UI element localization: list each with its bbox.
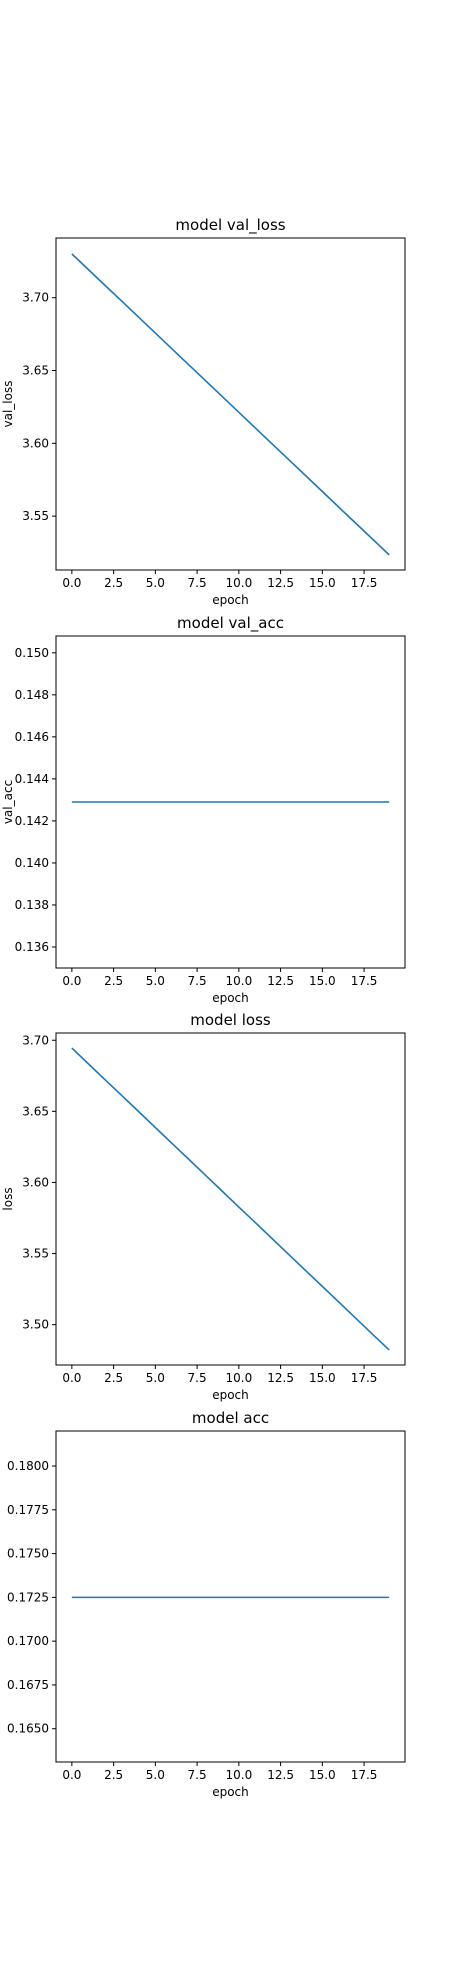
y-tick-label: 0.1675 bbox=[7, 1678, 49, 1692]
y-tick-label: 0.1725 bbox=[7, 1590, 49, 1604]
x-tick-label: 15.0 bbox=[309, 1371, 336, 1385]
axes-frame bbox=[55, 1430, 406, 1763]
x-tick-label: 17.5 bbox=[351, 1768, 378, 1782]
x-tick-label: 0.0 bbox=[62, 576, 81, 590]
x-tick-label: 10.0 bbox=[225, 974, 252, 988]
x-tick-label: 17.5 bbox=[351, 576, 378, 590]
x-axis-label: epoch bbox=[212, 1785, 249, 1799]
y-tick-label: 0.1800 bbox=[7, 1459, 49, 1473]
x-tick-label: 2.5 bbox=[104, 576, 123, 590]
x-tick-label: 15.0 bbox=[309, 1768, 336, 1782]
x-tick-label: 2.5 bbox=[104, 1768, 123, 1782]
y-tick-label: 0.140 bbox=[15, 856, 49, 870]
y-tick-label: 0.1775 bbox=[7, 1503, 49, 1517]
axes-frame bbox=[55, 237, 406, 571]
x-tick-label: 5.0 bbox=[146, 974, 165, 988]
y-axis-label: val_loss bbox=[1, 381, 15, 428]
y-tick-label: 3.70 bbox=[22, 291, 49, 305]
x-tick-label: 10.0 bbox=[225, 1768, 252, 1782]
y-tick-label: 3.60 bbox=[22, 1175, 49, 1189]
y-tick-label: 0.136 bbox=[15, 940, 49, 954]
x-tick-label: 17.5 bbox=[351, 1371, 378, 1385]
x-axis-label: epoch bbox=[212, 593, 249, 607]
x-tick-label: 0.0 bbox=[62, 1768, 81, 1782]
y-tick-label: 0.138 bbox=[15, 898, 49, 912]
x-axis-label: epoch bbox=[212, 1388, 249, 1402]
x-tick-label: 12.5 bbox=[267, 1768, 294, 1782]
y-axis-label: loss bbox=[1, 1187, 15, 1210]
y-tick-label: 3.65 bbox=[22, 364, 49, 378]
x-tick-label: 7.5 bbox=[188, 1371, 207, 1385]
y-tick-label: 0.146 bbox=[15, 730, 49, 744]
x-tick-label: 5.0 bbox=[146, 1768, 165, 1782]
y-tick-label: 0.1750 bbox=[7, 1547, 49, 1561]
x-tick-label: 7.5 bbox=[188, 1768, 207, 1782]
y-tick-label: 3.65 bbox=[22, 1104, 49, 1118]
x-tick-label: 7.5 bbox=[188, 974, 207, 988]
x-tick-label: 0.0 bbox=[62, 974, 81, 988]
axes-frame bbox=[55, 635, 406, 969]
y-tick-label: 0.150 bbox=[15, 646, 49, 660]
x-tick-label: 7.5 bbox=[188, 576, 207, 590]
y-tick-label: 0.148 bbox=[15, 688, 49, 702]
series-line bbox=[71, 253, 390, 556]
axes-frame bbox=[55, 1032, 406, 1366]
x-tick-label: 10.0 bbox=[225, 1371, 252, 1385]
x-tick-label: 17.5 bbox=[351, 974, 378, 988]
y-tick-label: 3.55 bbox=[22, 509, 49, 523]
y-tick-label: 3.70 bbox=[22, 1033, 49, 1047]
x-tick-label: 10.0 bbox=[225, 576, 252, 590]
x-tick-label: 12.5 bbox=[267, 1371, 294, 1385]
chart-title: model val_acc bbox=[177, 614, 284, 633]
y-tick-label: 0.1650 bbox=[7, 1722, 49, 1736]
y-tick-label: 3.55 bbox=[22, 1247, 49, 1261]
x-tick-label: 2.5 bbox=[104, 1371, 123, 1385]
x-axis-label: epoch bbox=[212, 991, 249, 1005]
y-tick-label: 0.1700 bbox=[7, 1634, 49, 1648]
x-tick-label: 5.0 bbox=[146, 576, 165, 590]
y-tick-label: 3.50 bbox=[22, 1318, 49, 1332]
x-tick-label: 5.0 bbox=[146, 1371, 165, 1385]
x-tick-label: 2.5 bbox=[104, 974, 123, 988]
chart-title: model loss bbox=[190, 1011, 271, 1029]
x-tick-label: 0.0 bbox=[62, 1371, 81, 1385]
y-tick-label: 3.60 bbox=[22, 436, 49, 450]
x-tick-label: 15.0 bbox=[309, 974, 336, 988]
chart-title: model acc bbox=[192, 1409, 269, 1427]
chart-title: model val_loss bbox=[175, 216, 285, 235]
series-line bbox=[71, 1047, 390, 1351]
x-tick-label: 12.5 bbox=[267, 974, 294, 988]
x-tick-label: 15.0 bbox=[309, 576, 336, 590]
y-tick-label: 0.144 bbox=[15, 772, 49, 786]
x-tick-label: 12.5 bbox=[267, 576, 294, 590]
y-axis-label: val_acc bbox=[1, 780, 15, 824]
y-tick-label: 0.142 bbox=[15, 814, 49, 828]
